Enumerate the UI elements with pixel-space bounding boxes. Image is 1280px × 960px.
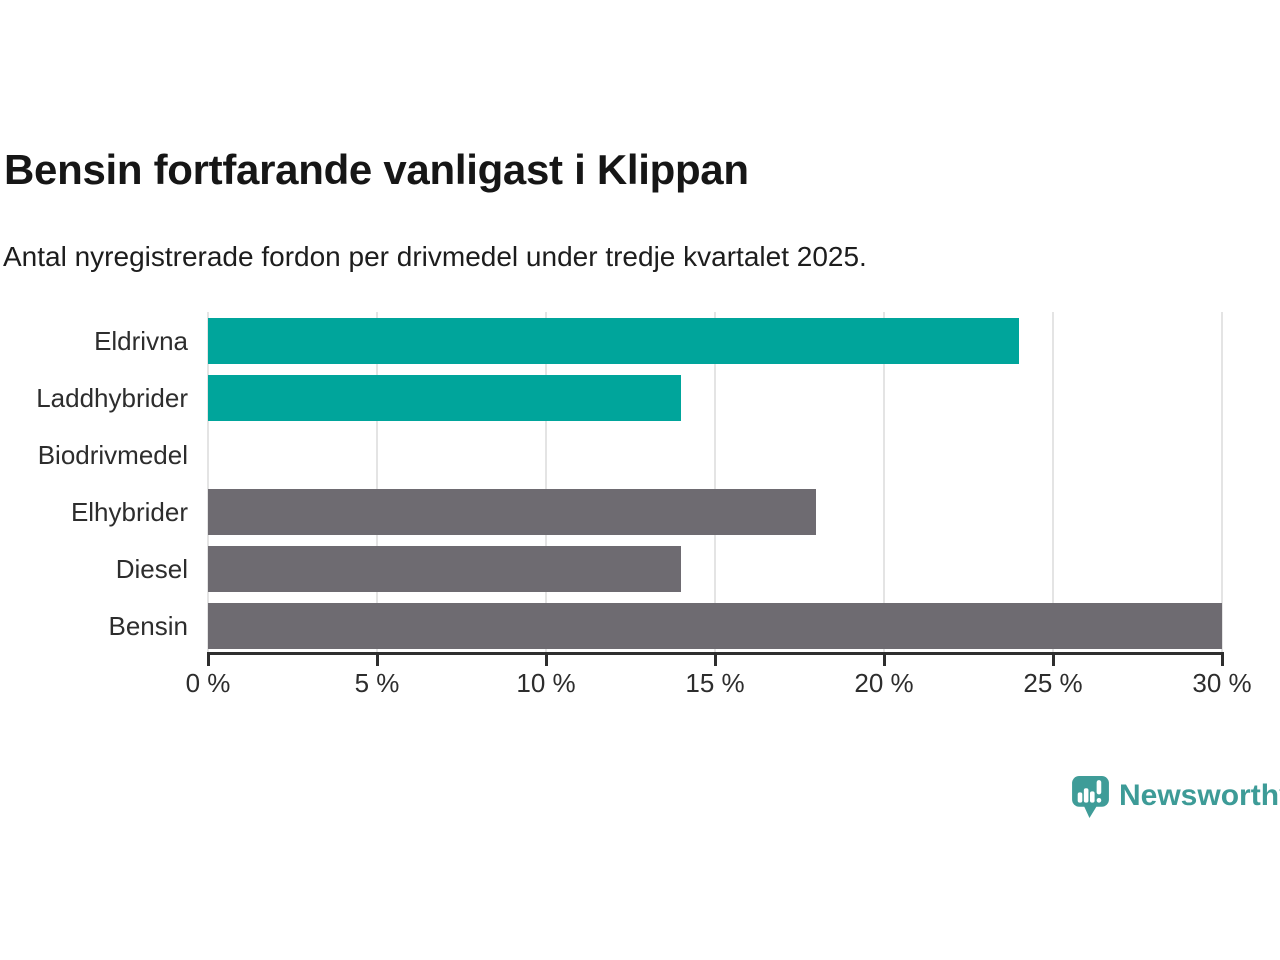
bar-bensin xyxy=(208,603,1222,649)
gridline-25 xyxy=(1052,312,1054,652)
x-axis-tick xyxy=(883,655,886,666)
newsworthy-speech-bubble-chart-icon xyxy=(1072,776,1109,818)
x-axis-tick xyxy=(1052,655,1055,666)
bar-elhybrider xyxy=(208,489,817,535)
x-axis-tick-label: 30 % xyxy=(1192,668,1252,698)
bar-eldrivna xyxy=(208,318,1020,364)
gridline-5 xyxy=(376,312,378,652)
y-axis-label-biodrivmedel: Biodrivmedel xyxy=(37,440,188,470)
x-axis-tick xyxy=(714,655,717,666)
x-axis-tick xyxy=(1221,655,1224,666)
plot-area xyxy=(207,312,1223,652)
y-axis-label-elhybrider: Elhybrider xyxy=(70,497,188,527)
x-axis-line xyxy=(207,652,1224,655)
gridline-0 xyxy=(207,312,209,652)
x-axis-tick-label: 25 % xyxy=(1023,668,1083,698)
x-axis-tick-label: 0 % xyxy=(185,668,231,698)
gridline-20 xyxy=(883,312,885,652)
gridline-10 xyxy=(545,312,547,652)
bar-laddhybrider xyxy=(208,375,682,421)
y-axis-label-bensin: Bensin xyxy=(108,611,189,641)
x-axis-tick xyxy=(545,655,548,666)
bar-diesel xyxy=(208,546,682,592)
x-axis-tick-label: 15 % xyxy=(685,668,745,698)
chart-subtitle: Antal nyregistrerade fordon per drivmede… xyxy=(3,241,867,272)
x-axis-tick-label: 5 % xyxy=(354,668,400,698)
y-axis-label-laddhybrider: Laddhybrider xyxy=(36,383,188,413)
x-axis-tick-label: 10 % xyxy=(516,668,576,698)
gridline-15 xyxy=(714,312,716,652)
y-axis-label-diesel: Diesel xyxy=(115,554,188,584)
gridline-30 xyxy=(1221,312,1223,652)
chart-title: Bensin fortfarande vanligast i Klippan xyxy=(4,146,749,193)
x-axis-tick xyxy=(207,655,210,666)
x-axis-tick-label: 20 % xyxy=(854,668,914,698)
y-axis-labels: Eldrivna Laddhybrider Biodrivmedel Elhybrid… xyxy=(0,312,188,652)
newsworthy-logo: Newsworthy xyxy=(1072,776,1280,819)
x-axis-tick xyxy=(376,655,379,666)
y-axis-label-eldrivna: Eldrivna xyxy=(94,326,188,356)
newsworthy-logo-text: Newsworthy xyxy=(1119,779,1280,812)
